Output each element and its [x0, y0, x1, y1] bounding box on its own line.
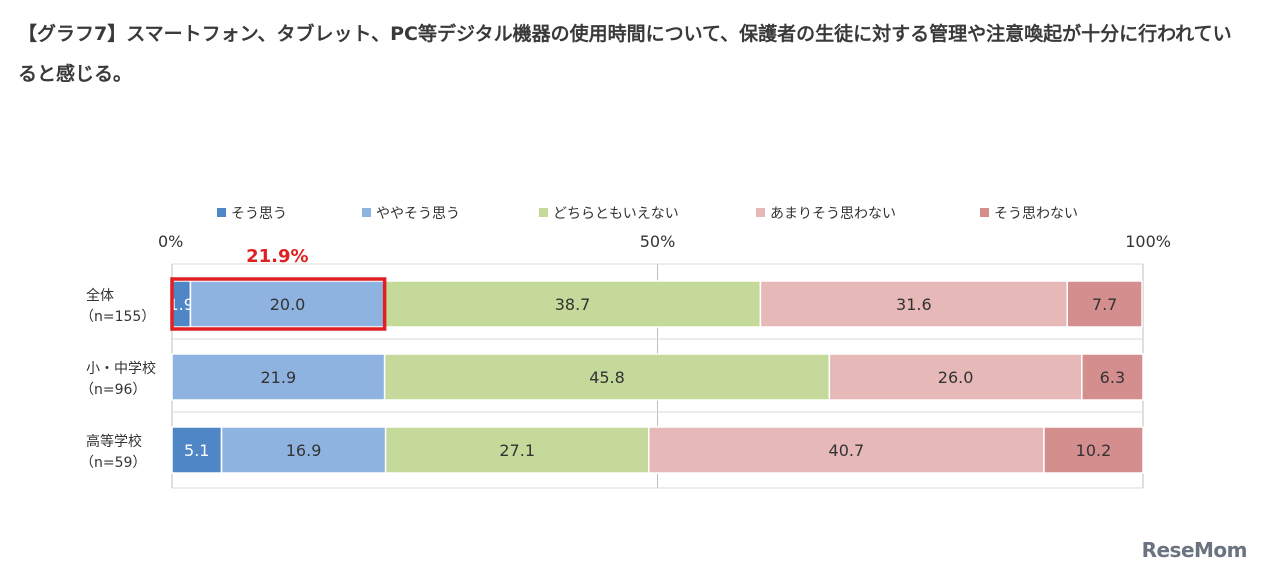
legend-label: そう思う	[231, 206, 287, 222]
data-label: 45.8	[589, 368, 625, 387]
x-tick-label: 0%	[158, 232, 183, 251]
legend-swatch	[539, 208, 548, 217]
legend-swatch	[980, 208, 989, 217]
chart-title: 【グラフ7】スマートフォン、タブレット、PC等デジタル機器の使用時間について、保…	[18, 23, 1232, 85]
data-label: 5.1	[184, 441, 209, 460]
legend-swatch	[217, 208, 226, 217]
legend-item: あまりそう思わない	[756, 206, 896, 222]
data-label: 26.0	[938, 368, 974, 387]
legend-swatch	[362, 208, 371, 217]
data-label: 7.7	[1092, 295, 1117, 314]
data-label: 40.7	[829, 441, 865, 460]
highlight-label: 21.9%	[246, 246, 308, 267]
data-label: 1.9	[168, 295, 193, 314]
bar-segment	[1043, 426, 1144, 474]
bar-segment	[220, 426, 387, 474]
legend-item: どちらともいえない	[539, 206, 679, 222]
legend-item: そう思わない	[980, 206, 1078, 222]
category-label: 高等学校 （n=59）	[80, 433, 146, 471]
category-name: 全体	[86, 287, 114, 304]
category-label: 全体 （n=155）	[80, 287, 155, 325]
bar-segment	[189, 280, 386, 328]
annotation: 21.9%	[170, 246, 387, 331]
data-label: 31.6	[896, 295, 932, 314]
data-label: 6.3	[1100, 368, 1125, 387]
highlight-box	[170, 277, 387, 331]
bar-segment	[383, 353, 831, 401]
legend-label: ややそう思う	[376, 206, 460, 222]
category-name: 高等学校	[86, 433, 142, 450]
bar-segment	[759, 280, 1069, 328]
data-label: 27.1	[499, 441, 535, 460]
category-label: 小・中学校 （n=96）	[80, 360, 156, 398]
legend-label: そう思わない	[994, 206, 1078, 222]
category-name: 小・中学校	[86, 360, 156, 377]
legend-item: ややそう思う	[362, 206, 460, 222]
bar-segment	[383, 280, 762, 328]
bar-segment	[1081, 353, 1144, 401]
category-count: （n=155）	[80, 309, 155, 325]
legend-item: そう思う	[217, 206, 287, 222]
data-label: 38.7	[555, 295, 591, 314]
data-label: 20.0	[270, 295, 306, 314]
watermark-logo: ReseMom	[1141, 538, 1248, 562]
data-label: 10.2	[1076, 441, 1112, 460]
x-tick-label: 50%	[640, 232, 676, 251]
legend-swatch	[756, 208, 765, 217]
category-count: （n=96）	[80, 382, 146, 398]
legend-label: あまりそう思わない	[770, 206, 896, 222]
x-tick-label: 100%	[1125, 232, 1171, 251]
bar-segment	[648, 426, 1045, 474]
category-count: （n=59）	[80, 455, 146, 471]
legend: そう思う ややそう思う どちらともいえない あまりそう思わない そう思わない	[217, 206, 1078, 222]
plot-area: 1.9 20.0 38.7 31.6 7.7 21.9 45.8 26.0 6.3 5.1 16.9…	[168, 280, 1144, 474]
bar-segment	[1066, 280, 1143, 328]
data-label: 16.9	[286, 441, 322, 460]
category-axis: 全体 （n=155） 小・中学校 （n=96） 高等学校 （n=59）	[80, 287, 156, 471]
data-label: 21.9	[261, 368, 297, 387]
legend-label: どちらともいえない	[553, 206, 679, 222]
bar-segment	[384, 426, 650, 474]
